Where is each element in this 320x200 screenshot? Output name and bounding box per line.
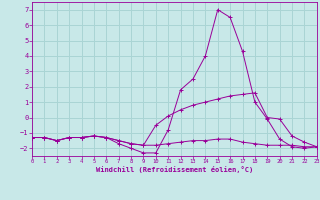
X-axis label: Windchill (Refroidissement éolien,°C): Windchill (Refroidissement éolien,°C) xyxy=(96,166,253,173)
